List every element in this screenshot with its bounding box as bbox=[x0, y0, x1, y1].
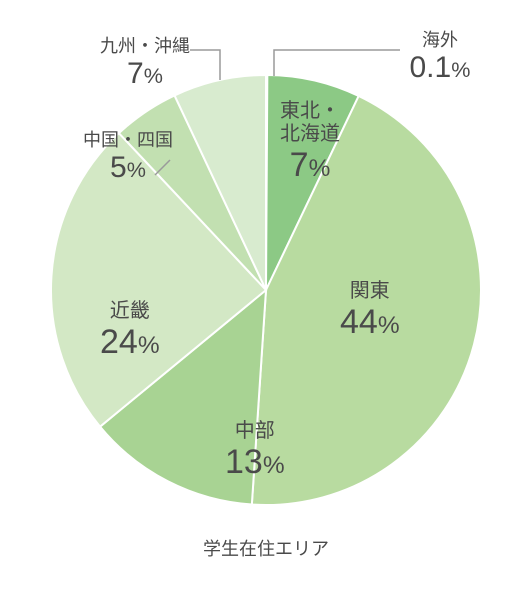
slice-value: 44% bbox=[340, 303, 400, 342]
slice-label-kinki: 近畿24% bbox=[100, 300, 160, 362]
slice-value: 24% bbox=[100, 323, 160, 362]
slice-name: 海外 bbox=[410, 30, 471, 51]
slice-value: 13% bbox=[225, 443, 285, 482]
slice-name: 東北・北海道 bbox=[280, 100, 340, 146]
slice-label-kanto: 関東44% bbox=[340, 280, 400, 342]
slice-name: 中国・四国 bbox=[83, 130, 173, 151]
slice-name: 中部 bbox=[225, 420, 285, 443]
slice-name: 近畿 bbox=[100, 300, 160, 323]
slice-label-chubu: 中部13% bbox=[225, 420, 285, 482]
slice-label-kyushu-okinawa: 九州・沖縄7% bbox=[100, 36, 190, 91]
slice-label-tohoku-hokkaido: 東北・北海道7% bbox=[280, 100, 340, 185]
leader-line bbox=[190, 50, 220, 80]
slice-value: 7% bbox=[280, 146, 340, 185]
slice-name: 九州・沖縄 bbox=[100, 36, 190, 57]
slice-value: 5% bbox=[83, 151, 173, 186]
slice-name: 関東 bbox=[340, 280, 400, 303]
slice-label-chugoku-shikoku: 中国・四国5% bbox=[83, 130, 173, 185]
pie-chart-container: 海外0.1%東北・北海道7%関東44%中部13%近畿24%中国・四国5%九州・沖… bbox=[0, 0, 532, 605]
slice-value: 0.1% bbox=[410, 51, 471, 86]
pie-chart-svg bbox=[0, 0, 532, 605]
chart-caption: 学生在住エリア bbox=[0, 535, 532, 561]
leader-line bbox=[274, 50, 400, 76]
slice-value: 7% bbox=[100, 57, 190, 92]
slice-label-overseas: 海外0.1% bbox=[410, 30, 471, 85]
